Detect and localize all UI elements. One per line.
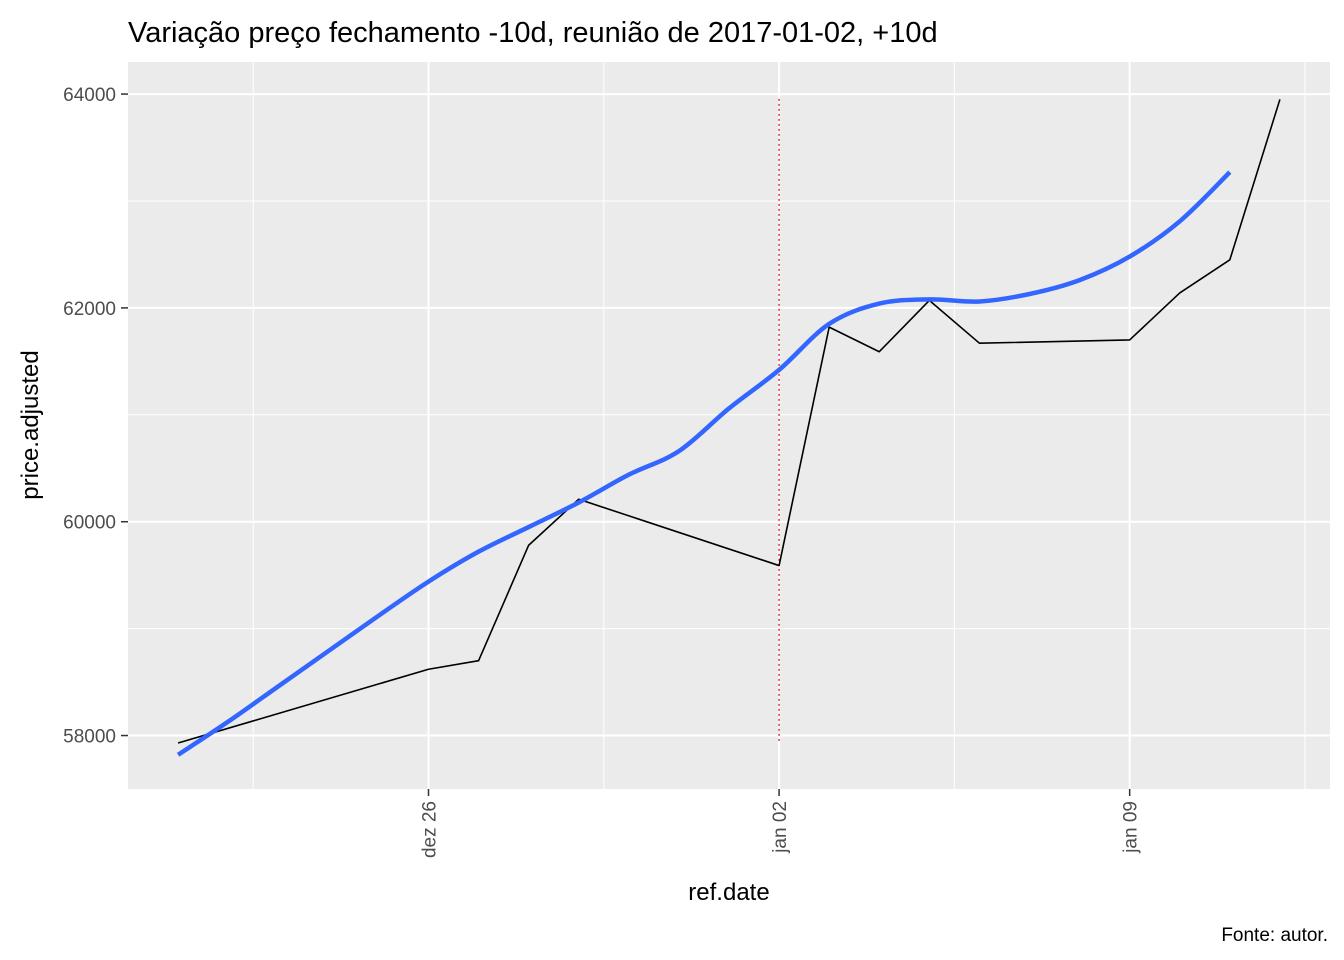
x-tick-label: dez 26 (420, 801, 441, 858)
y-tick-label: 62000 (63, 299, 116, 320)
y-axis-title: price.adjusted (17, 350, 44, 499)
chart-caption: Fonte: autor. (1221, 925, 1328, 946)
price-series-line (177, 99, 1281, 744)
x-tick-label: jan 02 (770, 801, 791, 854)
plot-panel (128, 62, 1330, 789)
y-axis: 58000 60000 62000 64000 (63, 85, 128, 748)
y-tick-label: 58000 (63, 727, 116, 748)
x-tick-label: jan 09 (1121, 801, 1142, 854)
smooth-trend-line (176, 170, 1232, 757)
series-layer (176, 99, 1281, 757)
chart-title: Variação preço fechamento -10d, reunião … (128, 17, 938, 49)
x-axis: dez 26 jan 02 jan 09 (420, 789, 1142, 858)
y-tick-label: 60000 (63, 513, 116, 534)
y-tick-label: 64000 (63, 85, 116, 106)
x-axis-title: ref.date (688, 879, 769, 906)
